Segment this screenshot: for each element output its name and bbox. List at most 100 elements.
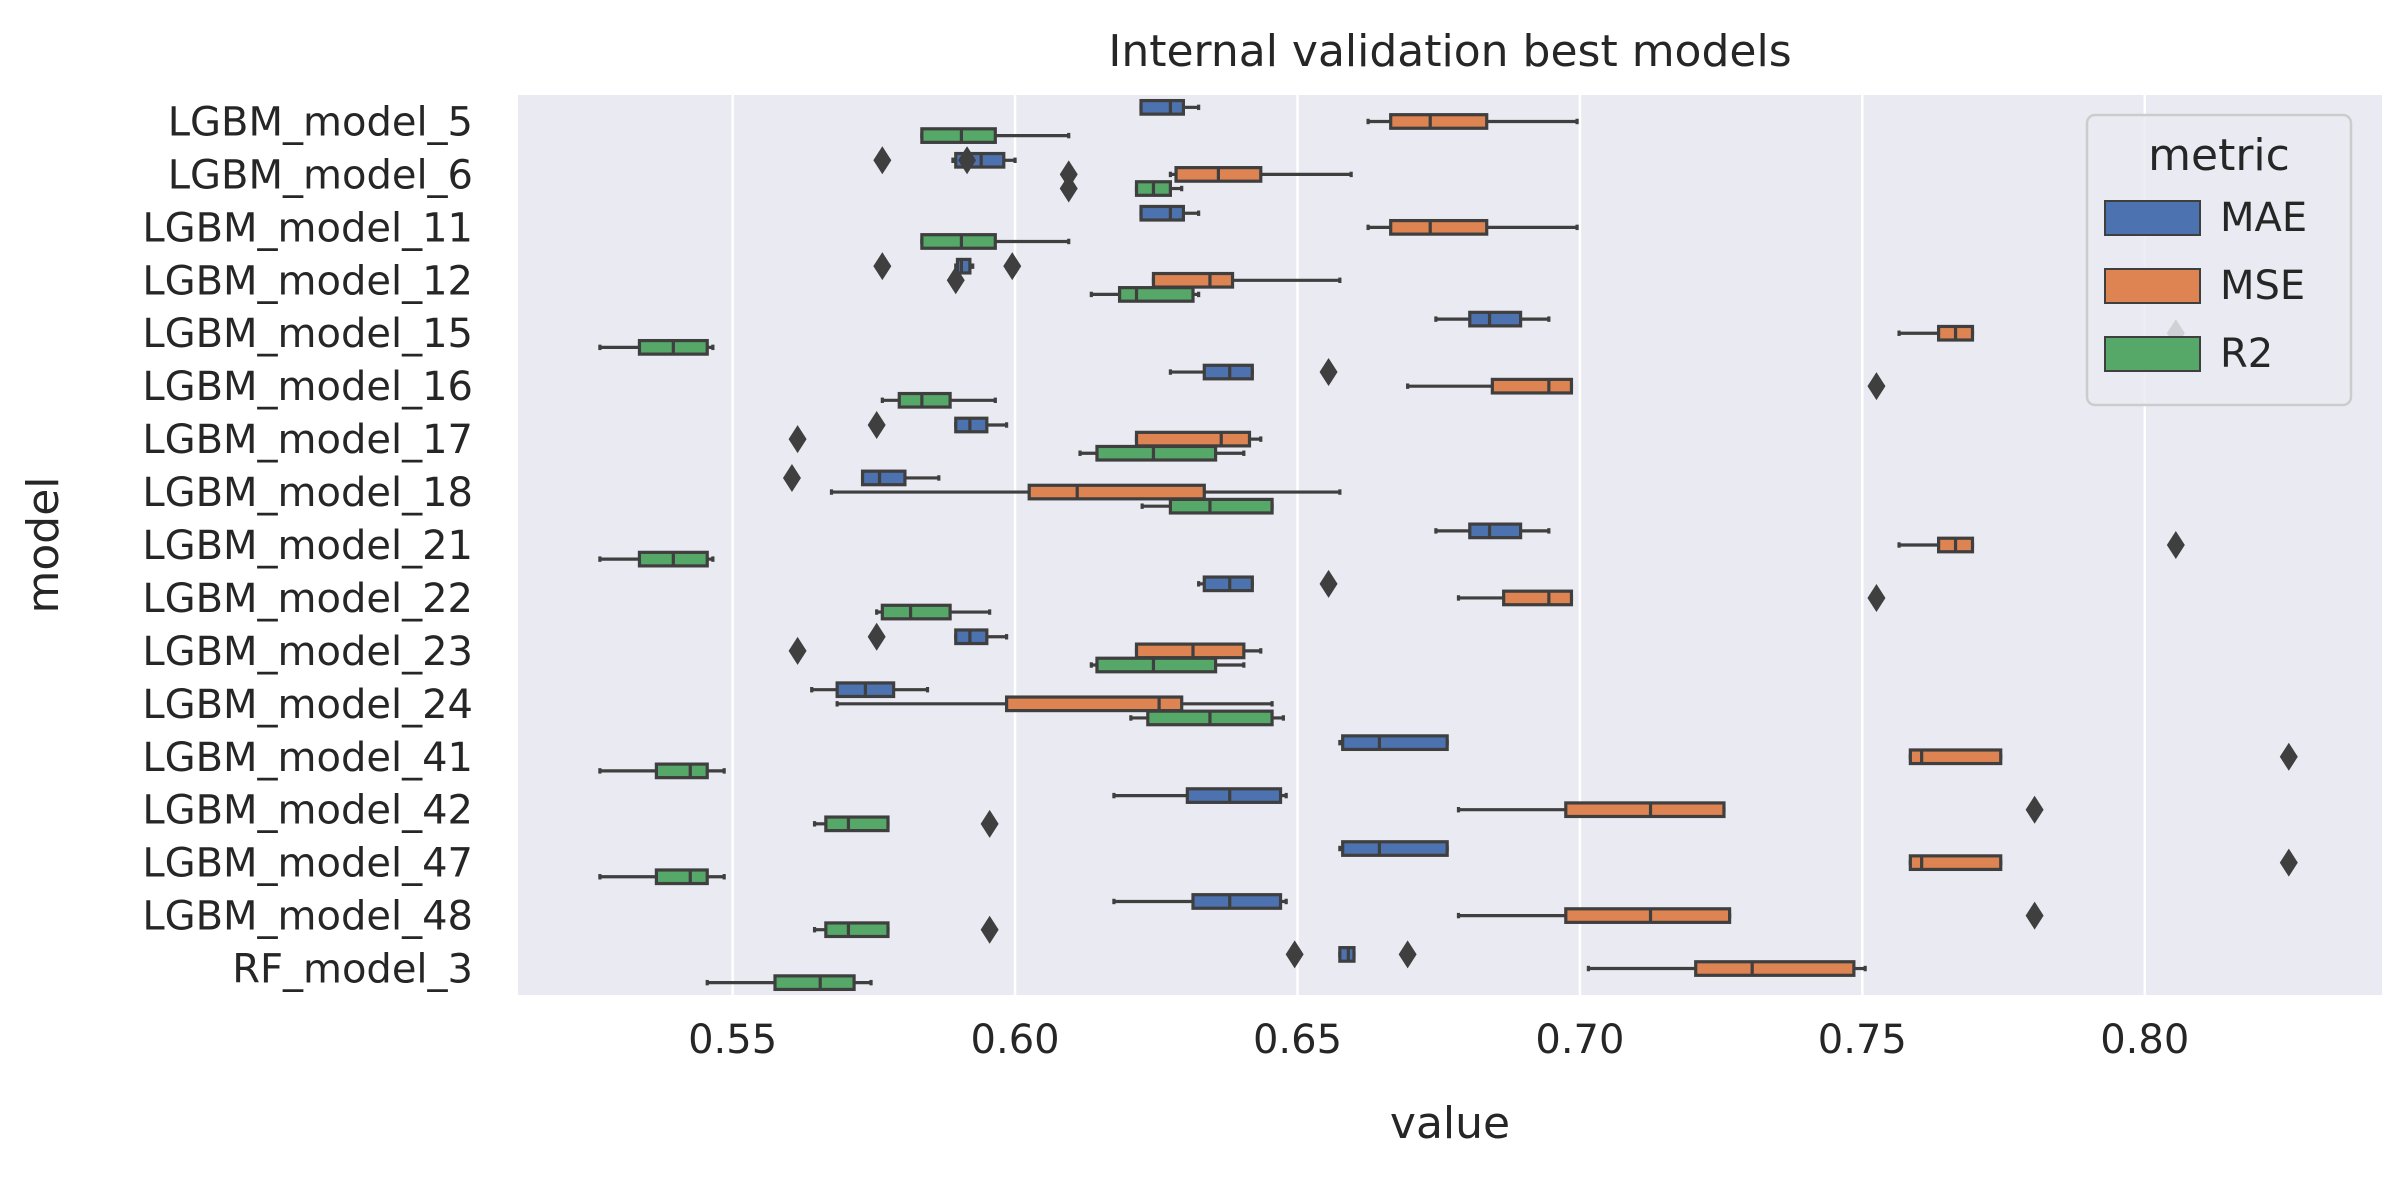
y-tick-label: LGBM_model_42 [142, 788, 473, 834]
box-r2 [812, 809, 999, 838]
y-tick-label: LGBM_model_23 [142, 629, 473, 675]
box-iqr [920, 233, 997, 250]
box-iqr [1185, 787, 1283, 804]
box-iqr [1095, 656, 1218, 674]
outlier-point [867, 411, 886, 439]
x-tick-label: 0.75 [1818, 1017, 1907, 1063]
box-iqr [1468, 522, 1523, 540]
box-mae [1112, 893, 1288, 910]
outlier-point [782, 463, 801, 492]
x-tick-label: 0.80 [2100, 1017, 2189, 1063]
outlier-point [1319, 358, 1338, 387]
outlier-point [2166, 531, 2185, 559]
box-series [598, 98, 2298, 992]
x-tick-label: 0.65 [1253, 1017, 1342, 1063]
box-iqr [1468, 310, 1523, 328]
box-iqr [1389, 113, 1489, 130]
outlier-point [1867, 583, 1886, 612]
outlier-point [1867, 372, 1886, 401]
box-iqr [1095, 444, 1218, 462]
box-mse [1897, 531, 2185, 559]
box-mse [1456, 795, 2044, 824]
box-mse [1059, 160, 1353, 189]
box-mae [1139, 204, 1201, 222]
box-mse [1908, 742, 2298, 771]
box-iqr [1004, 695, 1184, 713]
y-tick-label: LGBM_model_5 [168, 99, 473, 145]
y-tick-label: LGBM_model_48 [142, 894, 473, 940]
legend-label-r2: R2 [2220, 331, 2273, 377]
outlier-point [958, 146, 977, 175]
box-r2 [880, 391, 997, 409]
box-iqr [897, 391, 952, 409]
y-tick-label: LGBM_model_6 [168, 152, 473, 198]
outlier-point [2279, 848, 2298, 877]
box-iqr [1490, 377, 1574, 395]
y-tick-label: LGBM_model_16 [142, 364, 473, 410]
box-mae [873, 146, 1017, 175]
outlier-point [980, 809, 999, 838]
box-mse [835, 695, 1274, 713]
y-tick-label: LGBM_model_21 [142, 523, 473, 569]
box-iqr [824, 815, 890, 833]
box-mae [867, 411, 1009, 439]
y-axis-ticks: LGBM_model_5 LGBM_model_6 LGBM_model_11 LGB… [142, 99, 473, 992]
legend-swatch-mse [2104, 268, 2201, 304]
box-mae [1434, 522, 1551, 540]
outlier-point [946, 266, 965, 295]
box-iqr [1139, 204, 1185, 222]
box-iqr [860, 469, 907, 487]
box-iqr [1564, 907, 1732, 924]
box-iqr [1389, 218, 1489, 236]
box-mae [1434, 310, 1551, 328]
box-r2 [1059, 174, 1184, 203]
box-iqr [1117, 286, 1195, 303]
box-mse [788, 425, 1263, 454]
box-mae [1139, 98, 1201, 116]
box-mse [1908, 848, 2298, 877]
x-axis-ticks: 0.55 0.60 0.65 0.70 0.75 0.80 [688, 1017, 2189, 1063]
box-iqr [1908, 748, 2003, 766]
box-mae [1338, 734, 1449, 752]
outlier-point [867, 622, 886, 651]
box-mse [1366, 113, 1579, 130]
y-tick-label: LGBM_model_17 [142, 417, 473, 463]
box-iqr [773, 974, 856, 992]
box-r2 [1089, 656, 1246, 674]
y-tick-label: LGBM_model_11 [142, 205, 473, 251]
legend-title: metric [2148, 130, 2290, 181]
outlier-point [1285, 940, 1304, 969]
box-iqr [824, 921, 890, 939]
y-axis-title: model [18, 476, 69, 613]
box-r2 [875, 603, 992, 621]
outlier-point [1398, 940, 1417, 969]
box-iqr [920, 127, 997, 144]
box-iqr [1168, 497, 1274, 515]
box-mse [788, 636, 1263, 665]
box-iqr [1908, 854, 2003, 872]
outlier-point [1003, 252, 1022, 281]
box-iqr [1027, 483, 1206, 501]
box-r2 [1129, 709, 1285, 727]
legend-label-mse: MSE [2220, 263, 2305, 309]
box-r2 [705, 974, 873, 992]
box-mae [1197, 569, 1338, 598]
box-iqr [1134, 430, 1252, 448]
box-iqr [1564, 801, 1726, 819]
y-tick-label: LGBM_model_12 [142, 258, 473, 304]
legend-swatch-mae [2104, 200, 2201, 236]
box-iqr [1502, 589, 1574, 607]
y-tick-label: LGBM_model_24 [142, 682, 473, 728]
chart-title: Internal validation best models [1108, 26, 1791, 77]
box-mae [810, 681, 930, 699]
y-tick-label: LGBM_model_18 [142, 470, 473, 516]
outlier-point [980, 915, 999, 944]
legend-swatch-r2 [2104, 336, 2201, 372]
legend: metric MAE MSE R2 [2085, 113, 2353, 407]
box-iqr [1341, 734, 1449, 752]
box-r2 [598, 550, 715, 568]
legend-frame [2085, 113, 2353, 407]
legend-label-mae: MAE [2220, 195, 2307, 241]
box-iqr [654, 762, 709, 780]
box-mae [873, 252, 1022, 281]
